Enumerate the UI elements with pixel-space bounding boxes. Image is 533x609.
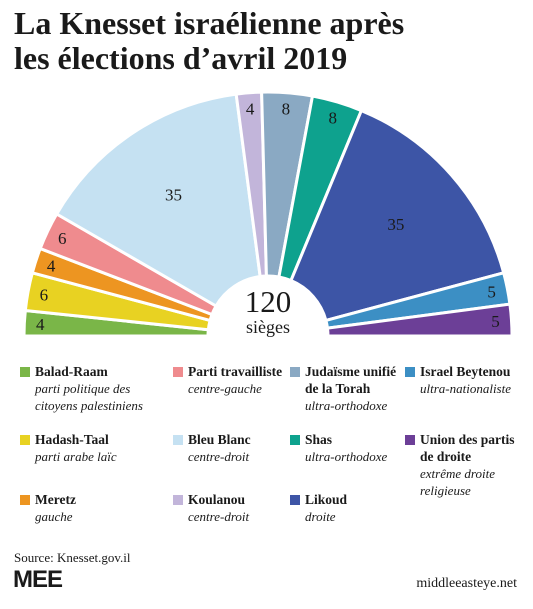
site-url: middleeasteye.net [416, 576, 517, 591]
legend-item-8: Likoud droite [290, 491, 415, 525]
legend-item-7: Shas ultra-orthodoxe [290, 431, 415, 465]
seat-label-10: 5 [491, 312, 500, 331]
legend-swatch [290, 367, 300, 377]
legend-description: parti arabe laïc [35, 449, 117, 464]
legend-swatch [20, 435, 30, 445]
legend-description: ultra-orthodoxe [305, 449, 388, 464]
seat-label-0: 4 [36, 315, 45, 334]
legend-description: centre-droit [188, 509, 250, 524]
legend-swatch [20, 367, 30, 377]
legend-name: Shas [305, 432, 333, 447]
legend-description: ultra-orthodoxe [305, 398, 388, 413]
legend-name: Israel Beytenou [420, 364, 511, 379]
legend-name: Union des partis [420, 432, 515, 447]
chart-title-line-2: les élections d’avril 2019 [14, 40, 348, 76]
legend-description: centre-gauche [188, 381, 262, 396]
seat-label-8: 35 [387, 215, 404, 234]
legend-item-0: Balad-Raam parti politique des citoyens pa… [20, 363, 145, 414]
legend-description: extrême droite [420, 466, 495, 481]
legend-name: Meretz [35, 492, 76, 507]
mee-logo: MEE [13, 566, 63, 594]
legend-item-5: Koulanou centre-droit [173, 491, 298, 525]
chart-title-line-1: La Knesset israélienne après [14, 5, 405, 41]
legend-description: religieuse [420, 483, 471, 498]
seat-label-3: 6 [58, 229, 67, 248]
legend-swatch [173, 495, 183, 505]
legend-name: Balad-Raam [35, 364, 108, 379]
total-seats: 120 [245, 284, 292, 319]
seat-label-2: 4 [47, 257, 56, 276]
legend-swatch [405, 367, 415, 377]
legend-name: Bleu Blanc [188, 432, 251, 447]
legend-swatch [20, 495, 30, 505]
legend-name: Parti travailliste [188, 364, 283, 379]
seat-label-5: 4 [246, 100, 255, 119]
legend-item-1: Hadash-Taal parti arabe laïc [20, 431, 145, 465]
legend-item-6: Judaïsme unifié de la Torah ultra-orthodox… [290, 363, 415, 414]
center-hole [208, 276, 328, 344]
total-seats-label: sièges [246, 317, 290, 337]
legend-item-3: Parti travailliste centre-gauche [173, 363, 298, 397]
legend-swatch [173, 435, 183, 445]
legend-item-4: Bleu Blanc centre-droit [173, 431, 298, 465]
legend-name: de la Torah [305, 381, 371, 396]
seat-label-4: 35 [165, 186, 182, 205]
legend-item-10: Union des partis de droite extrême droite r… [405, 431, 530, 499]
seat-label-1: 6 [40, 285, 49, 304]
legend-name: Hadash-Taal [35, 432, 109, 447]
mee-logo-text: MEE [13, 566, 63, 593]
legend-description: gauche [35, 509, 73, 524]
legend-name: de droite [420, 449, 472, 464]
legend-swatch [405, 435, 415, 445]
seat-label-7: 8 [329, 108, 338, 127]
legend-description: droite [305, 509, 336, 524]
legend-swatch [290, 495, 300, 505]
legend-name: Likoud [305, 492, 348, 507]
legend-name: Koulanou [188, 492, 246, 507]
legend-swatch [290, 435, 300, 445]
legend-description: citoyens palestiniens [35, 398, 143, 413]
legend-description: parti politique des [35, 381, 131, 396]
chart-title: La Knesset israélienne après les électio… [14, 6, 519, 76]
seat-label-6: 8 [282, 100, 291, 119]
legend-item-9: Israel Beytenou ultra-nationaliste [405, 363, 530, 397]
source-note: Source: Knesset.gov.il [14, 550, 131, 565]
seat-label-9: 5 [487, 283, 496, 302]
legend-swatch [173, 367, 183, 377]
legend-description: ultra-nationaliste [420, 381, 511, 396]
legend-description: centre-droit [188, 449, 250, 464]
legend-name: Judaïsme unifié [305, 364, 397, 379]
legend-item-2: Meretz gauche [20, 491, 145, 525]
